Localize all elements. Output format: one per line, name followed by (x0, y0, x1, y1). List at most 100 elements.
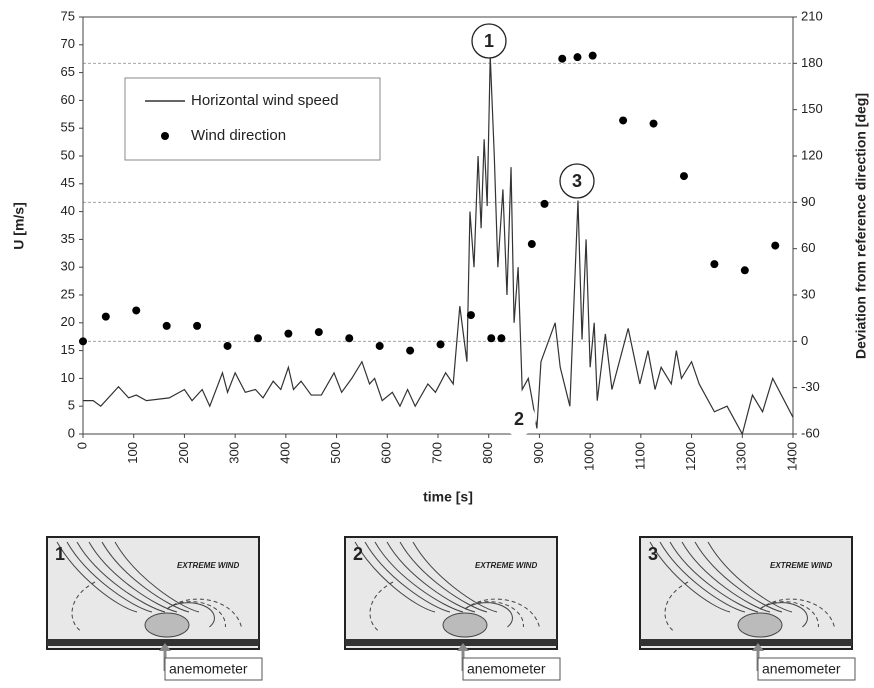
annotation-circle (502, 402, 536, 436)
streamline (71, 581, 96, 633)
y-tick-label: 30 (61, 259, 75, 274)
streamline (659, 541, 746, 613)
y-tick-label: 75 (61, 8, 75, 23)
streamline (694, 541, 783, 613)
streamline (354, 541, 436, 613)
panel-box (639, 536, 853, 650)
vortex (442, 612, 488, 638)
y-tick-label: 5 (68, 398, 75, 413)
ground (47, 639, 259, 646)
streamline (707, 541, 793, 613)
vortex-ring (166, 598, 242, 628)
direction-dot (649, 119, 658, 128)
legend (124, 77, 381, 161)
direction-dot (253, 334, 262, 343)
label-box (757, 657, 856, 681)
x-tick-label: 100 (125, 442, 140, 464)
vortex-ring (759, 601, 819, 628)
anemometer-arrow (457, 643, 469, 651)
panel-caption: EXTREME WIND (770, 561, 832, 570)
vortex-ring (464, 601, 524, 628)
x-tick-label: 200 (176, 442, 191, 464)
direction-dot (132, 306, 141, 315)
streamline (399, 541, 488, 613)
direction-dot (527, 240, 536, 249)
panel-number: 1 (55, 544, 65, 564)
direction-dot (314, 328, 323, 337)
direction-dot (345, 334, 354, 343)
y-tick-label: 45 (61, 175, 75, 190)
y-tick-label: 35 (61, 231, 75, 246)
legend-label: Wind direction (191, 127, 286, 144)
y2-tick-label: 60 (801, 240, 815, 255)
annotation: 1 (484, 31, 494, 51)
y-tick-label: 60 (61, 92, 75, 107)
y-tick-label: 55 (61, 120, 75, 135)
ground (640, 639, 852, 646)
direction-dot (573, 53, 582, 62)
x-axis-label: time [s] (423, 489, 473, 505)
y2-tick-label: 120 (801, 147, 823, 162)
streamline (101, 541, 190, 613)
panel-number: 3 (648, 544, 658, 564)
direction-dot (540, 199, 549, 208)
direction-dot (162, 321, 171, 330)
direction-dot (375, 341, 384, 350)
x-tick-label: 1400 (784, 442, 799, 471)
y2-tick-label: 0 (801, 333, 808, 348)
streamline (364, 541, 451, 613)
annotation: 2 (514, 409, 524, 429)
x-tick-label: 1200 (683, 442, 698, 471)
direction-dot (558, 54, 567, 63)
direction-dot (710, 260, 719, 269)
y-tick-label: 65 (61, 64, 75, 79)
x-tick-label: 900 (531, 442, 546, 464)
streamline (374, 541, 464, 613)
anemometer-arrow (159, 643, 171, 651)
y2-axis-label: Deviation from reference direction [deg] (853, 93, 869, 359)
direction-dot (679, 172, 688, 181)
y2-tick-label: -30 (801, 379, 820, 394)
x-tick-label: 0 (74, 442, 89, 449)
streamline (669, 541, 759, 613)
vortex-ring (166, 601, 226, 628)
streamline (56, 541, 138, 613)
streamline (66, 541, 153, 613)
direction-dot (487, 334, 496, 343)
panel: 3 EXTREME WIND anemometer (639, 536, 856, 681)
panel-number: 2 (353, 544, 363, 564)
anemometer-arrow (752, 643, 764, 651)
vortex (144, 612, 190, 638)
y-tick-label: 70 (61, 36, 75, 51)
x-tick-label: 300 (227, 442, 242, 464)
y2-tick-label: -60 (801, 425, 820, 440)
direction-dot (101, 312, 110, 321)
streamline (649, 541, 731, 613)
direction-dot (223, 341, 232, 350)
y2-tick-label: 30 (801, 286, 815, 301)
y-tick-label: 40 (61, 203, 75, 218)
x-tick-label: 1100 (632, 442, 647, 470)
direction-dot (771, 241, 780, 250)
label-box (462, 657, 561, 681)
vortex (737, 612, 783, 638)
y-axis-label: U [m/s] (11, 202, 27, 249)
annotation-circle (559, 163, 595, 199)
label-box (164, 657, 263, 681)
annotation: 3 (572, 171, 582, 191)
vortex-ring (464, 598, 540, 628)
direction-dot (619, 116, 628, 125)
y2-tick-label: 180 (801, 55, 823, 70)
y2-tick-label: 90 (801, 194, 815, 209)
direction-dot (740, 266, 749, 275)
y-tick-label: 15 (61, 342, 75, 357)
ground (345, 639, 557, 646)
x-tick-label: 600 (379, 442, 394, 464)
direction-dot (497, 334, 506, 343)
panel-caption: EXTREME WIND (177, 561, 239, 570)
x-tick-label: 1000 (582, 442, 597, 471)
streamline (369, 581, 394, 633)
direction-dot (193, 321, 202, 330)
streamline (88, 541, 178, 613)
